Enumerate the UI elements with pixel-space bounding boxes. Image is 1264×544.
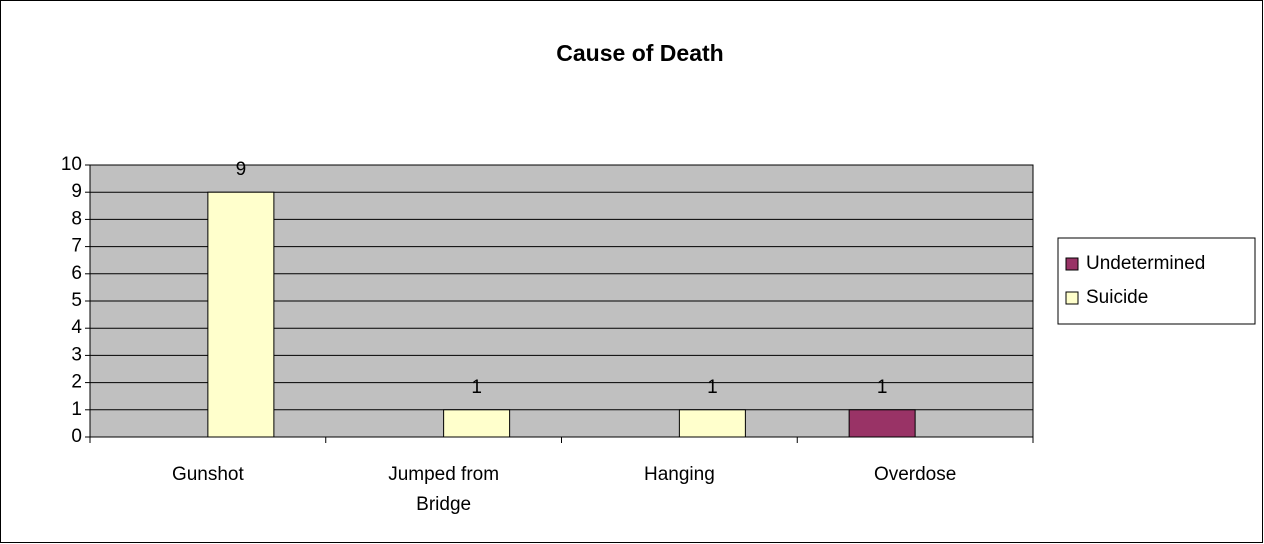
legend-label: Suicide (1086, 287, 1148, 308)
x-tick-label: Hanging (643, 464, 715, 485)
y-tick-label: 7 (71, 236, 82, 257)
y-tick-label: 0 (71, 426, 82, 447)
y-tick-label: 4 (71, 317, 82, 338)
y-tick-label: 2 (71, 372, 82, 393)
y-tick-label: 8 (71, 208, 82, 229)
bar (443, 409, 511, 438)
bar (207, 191, 275, 438)
data-label: 1 (877, 377, 888, 398)
bar (678, 409, 746, 438)
chart-title: Cause of Death (556, 40, 723, 66)
data-label: 1 (471, 377, 482, 398)
legend-box (1057, 237, 1256, 325)
x-tick-label: Overdose (873, 464, 957, 485)
x-tick-label: Gunshot (171, 464, 244, 485)
y-tick-label: 5 (71, 290, 82, 311)
data-label: 1 (707, 377, 718, 398)
y-tick-label: 1 (71, 399, 82, 420)
bar (848, 409, 916, 438)
y-tick-label: 6 (71, 263, 82, 284)
data-label: 9 (236, 159, 247, 180)
y-tick-label: 10 (61, 154, 82, 175)
legend-swatch (1065, 257, 1079, 271)
y-tick-label: 9 (71, 181, 82, 202)
legend-label: Undetermined (1086, 253, 1205, 274)
y-tick-label: 3 (71, 344, 82, 365)
x-tick-label: Jumped from Bridge (388, 464, 500, 515)
legend-swatch (1065, 291, 1079, 305)
